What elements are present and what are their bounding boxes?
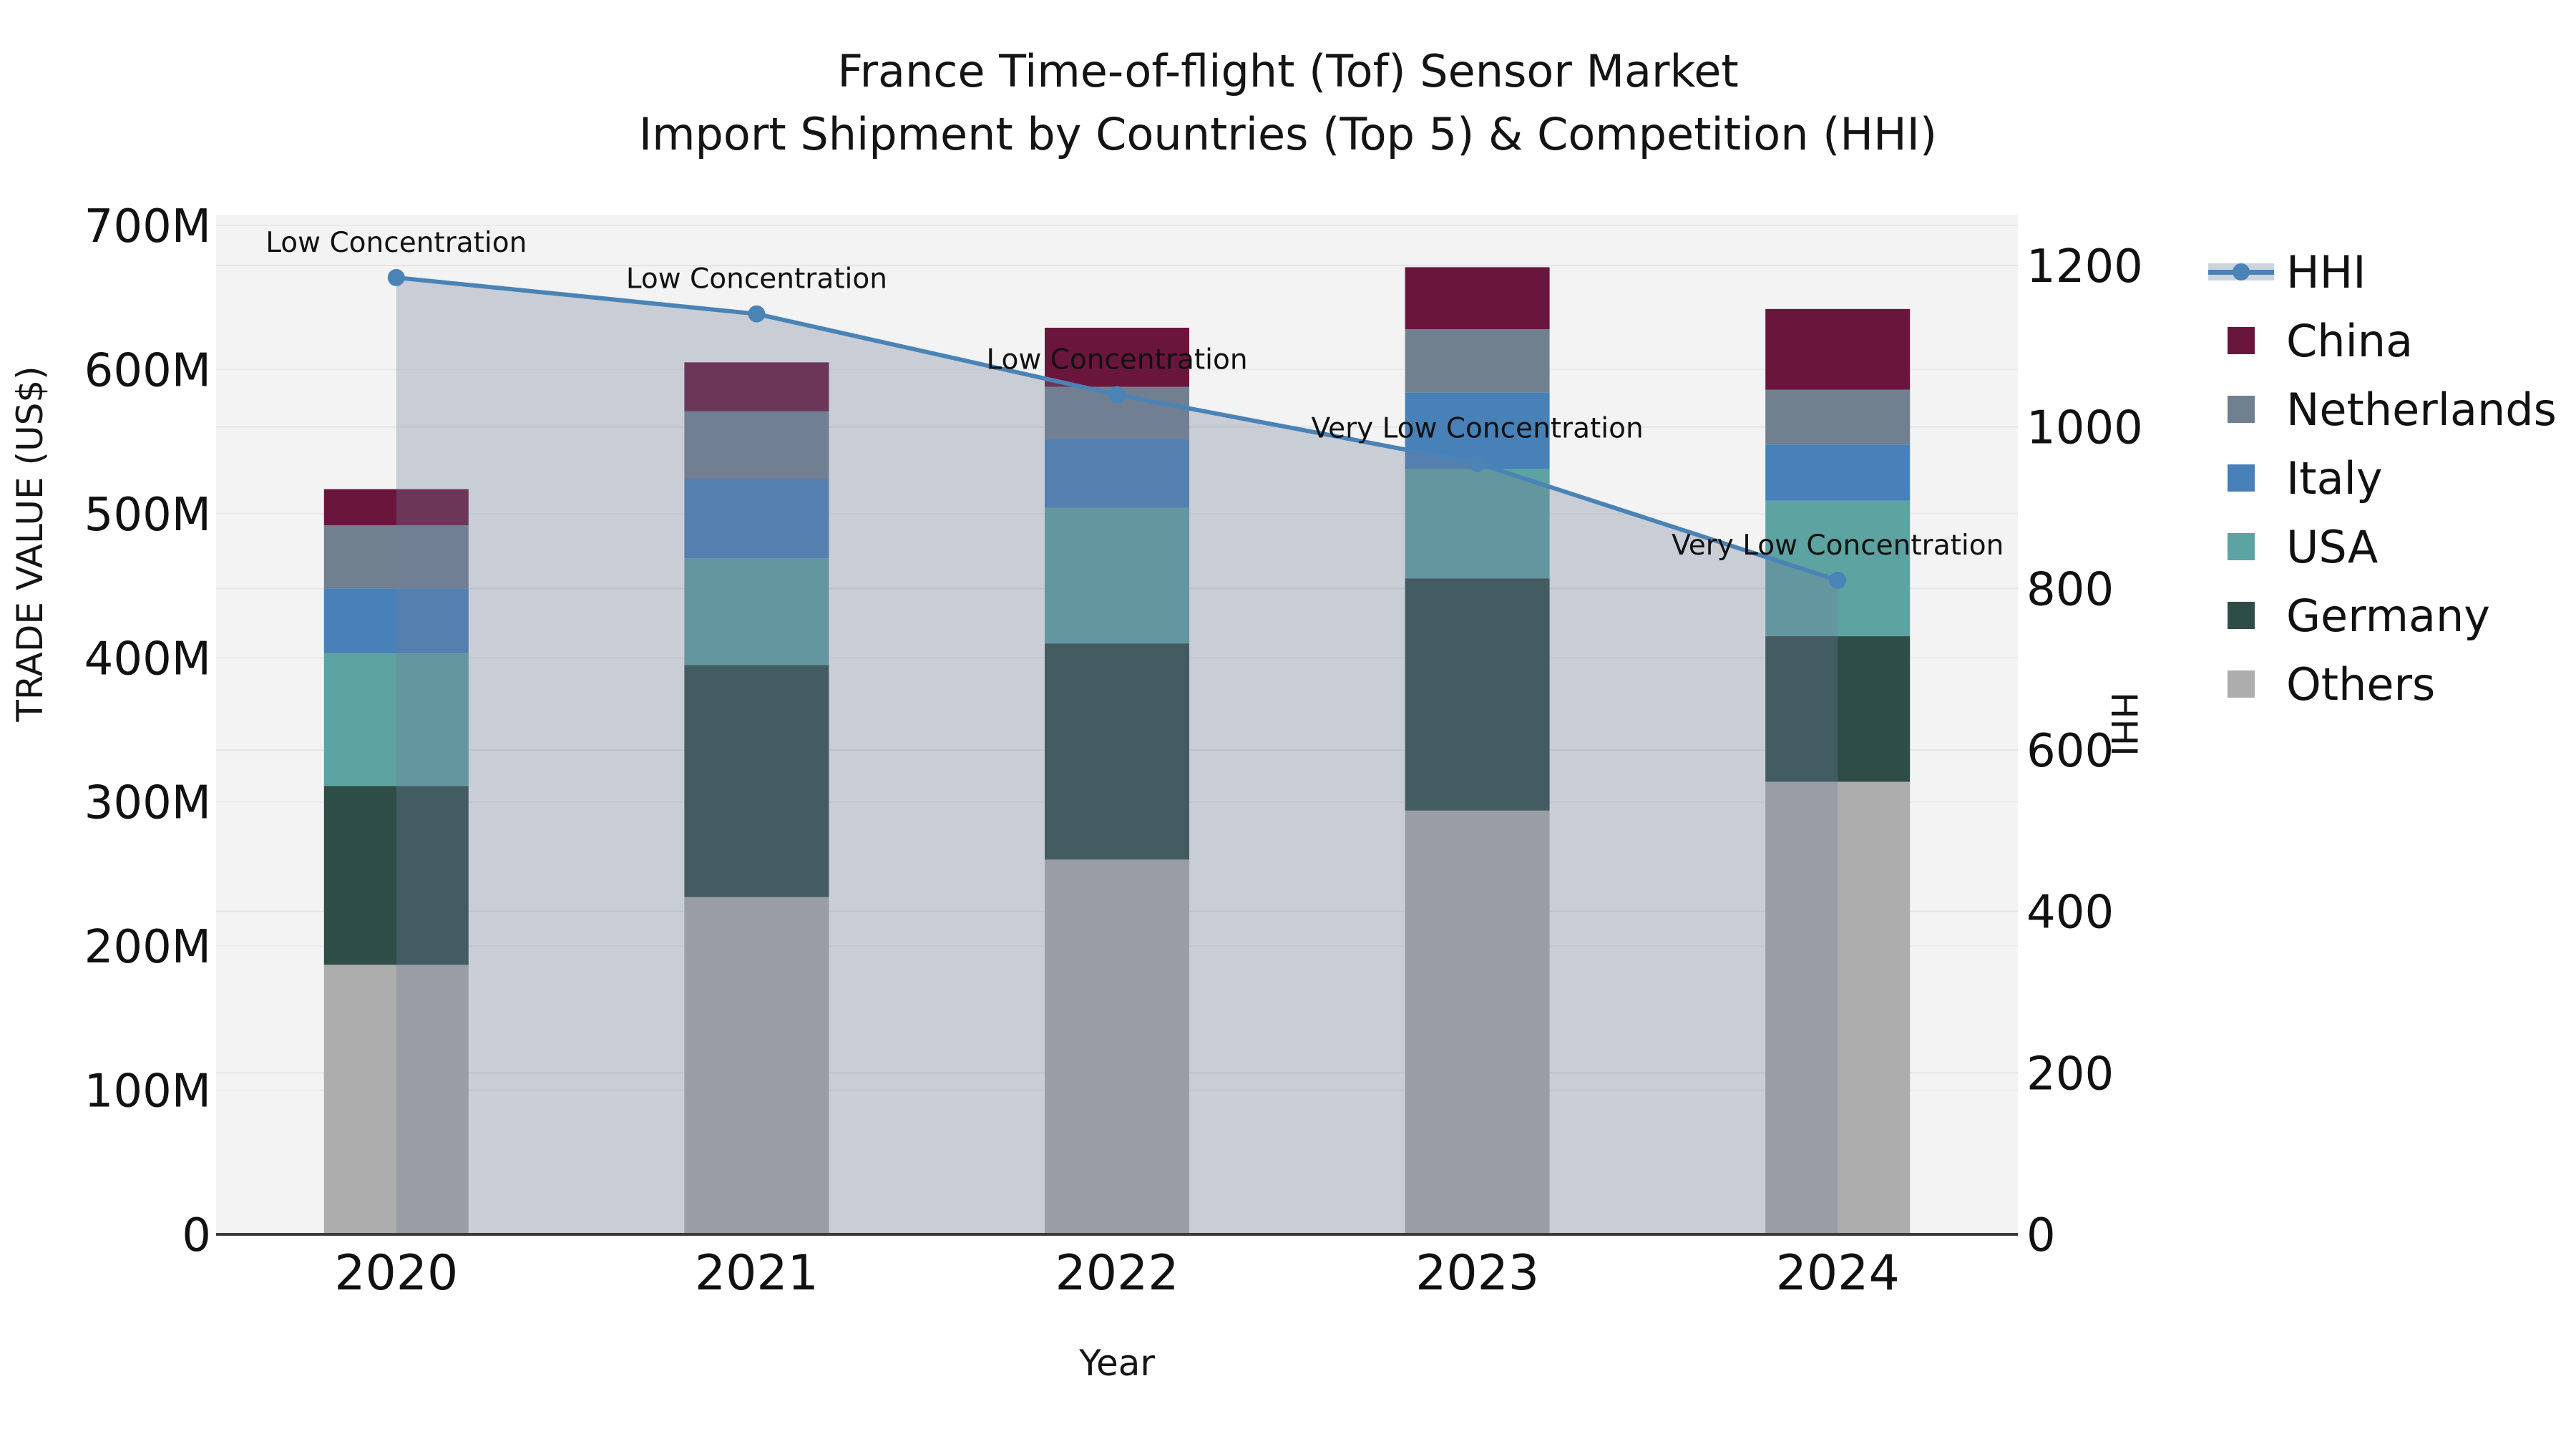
legend-swatch-icon [2228, 327, 2255, 354]
legend-item-china: China [2208, 306, 2557, 375]
hhi-marker-2024 [1829, 572, 1847, 590]
hhi-line-swatch-icon [2208, 263, 2274, 280]
bar-segment-others-2023 [1405, 810, 1550, 1234]
y-left-tick-400M: 400M [84, 633, 211, 686]
y-right-tick-600: 600 [2026, 725, 2114, 778]
bar-segment-usa-2024 [1765, 500, 1911, 637]
bar-segment-china-2023 [1405, 267, 1550, 330]
legend-label: Netherlands [2286, 383, 2557, 436]
bar-segment-germany-2023 [1405, 578, 1550, 811]
legend-swatch-icon [2228, 464, 2255, 492]
bar-segment-usa-2022 [1045, 507, 1189, 644]
bar-segment-china-2024 [1765, 308, 1911, 390]
legend-swatch-icon [2228, 602, 2255, 629]
y-right-tick-1000: 1000 [2026, 402, 2143, 455]
legend-label: Others [2286, 658, 2436, 711]
hhi-annotation-2023: Very Low Concentration [1311, 412, 1643, 444]
legend-swatch-icon [2228, 670, 2255, 698]
bar-segment-netherlands-2020 [323, 525, 469, 589]
bar-segment-netherlands-2023 [1405, 329, 1550, 393]
bar-segment-usa-2023 [1405, 469, 1550, 579]
bar-segment-germany-2022 [1045, 643, 1189, 860]
x-tick-2023: 2023 [1415, 1245, 1539, 1302]
legend-label: HHI [2286, 245, 2366, 298]
bar-segment-italy-2022 [1045, 439, 1189, 508]
legend-swatch-icon [2228, 396, 2255, 423]
bar-segment-netherlands-2021 [684, 411, 829, 479]
bar-segment-china-2022 [1045, 328, 1189, 387]
hhi-marker-2020 [387, 268, 405, 286]
y-left-tick-700M: 700M [84, 200, 211, 253]
y-right-tick-800: 800 [2026, 563, 2114, 616]
legend-label: USA [2286, 520, 2379, 573]
y-left-tick-500M: 500M [84, 489, 211, 542]
hhi-annotation-2020: Low Concentration [265, 227, 527, 259]
bar-segment-germany-2020 [323, 786, 469, 965]
y-axis-label-right: HHI [2103, 692, 2145, 756]
hhi-marker-2023 [1468, 454, 1486, 472]
chart-title-line1: France Time-of-flight (Tof) Sensor Marke… [837, 45, 1739, 97]
y-left-tick-300M: 300M [84, 777, 211, 830]
hhi-marker-icon [2233, 263, 2250, 280]
y-left-tick-0: 0 [182, 1209, 211, 1262]
legend: HHI China Netherlands Italy USA Germany Others [2208, 238, 2557, 718]
bar-segment-italy-2020 [323, 588, 469, 654]
y-right-tick-0: 0 [2026, 1209, 2056, 1262]
bar-segment-others-2021 [684, 897, 829, 1234]
x-tick-2024: 2024 [1776, 1245, 1900, 1302]
y-right-tick-200: 200 [2026, 1048, 2114, 1101]
bar-segment-italy-2021 [684, 479, 829, 559]
bar-segment-others-2020 [323, 965, 469, 1234]
bar-segment-others-2022 [1045, 859, 1189, 1234]
y-left-tick-600M: 600M [84, 344, 211, 397]
y-right-tick-1200: 1200 [2026, 240, 2143, 293]
bar-segment-italy-2024 [1765, 444, 1911, 501]
legend-item-usa: USA [2208, 512, 2557, 581]
legend-label: Germany [2286, 589, 2490, 642]
hhi-annotation-2021: Low Concentration [626, 263, 887, 296]
x-axis-label: Year [1079, 1342, 1155, 1384]
hhi-marker-2022 [1108, 386, 1126, 404]
hhi-area [396, 277, 1838, 1234]
legend-item-hhi: HHI [2208, 238, 2557, 306]
y-left-tick-200M: 200M [84, 921, 211, 974]
legend-item-italy: Italy [2208, 444, 2557, 512]
x-tick-2021: 2021 [695, 1245, 819, 1302]
y-right-tick-400: 400 [2026, 887, 2114, 940]
hhi-annotation-2022: Low Concentration [986, 344, 1247, 376]
x-tick-2020: 2020 [334, 1245, 458, 1302]
hhi-annotation-2024: Very Low Concentration [1672, 530, 2004, 562]
legend-label: China [2286, 314, 2414, 367]
y-left-tick-100M: 100M [84, 1065, 211, 1118]
bar-segment-china-2020 [323, 489, 469, 525]
legend-item-netherlands: Netherlands [2208, 375, 2557, 444]
x-tick-2022: 2022 [1055, 1245, 1179, 1302]
bar-segment-germany-2024 [1765, 636, 1911, 782]
bar-segment-netherlands-2024 [1765, 389, 1911, 445]
hhi-marker-2021 [748, 305, 766, 323]
bar-segment-china-2021 [684, 362, 829, 411]
legend-item-germany: Germany [2208, 581, 2557, 650]
bar-segment-others-2024 [1765, 781, 1911, 1234]
legend-label: Italy [2286, 452, 2383, 504]
chart-title-line2: Import Shipment by Countries (Top 5) & C… [638, 108, 1938, 160]
chart-title: France Time-of-flight (Tof) Sensor Marke… [0, 40, 2576, 166]
bar-segment-usa-2020 [323, 653, 469, 786]
y-axis-label-left: TRADE VALUE (US$) [9, 366, 51, 722]
legend-swatch-icon [2228, 533, 2255, 560]
bar-segment-usa-2021 [684, 558, 829, 665]
bar-segment-germany-2021 [684, 665, 829, 897]
legend-item-others: Others [2208, 650, 2557, 718]
